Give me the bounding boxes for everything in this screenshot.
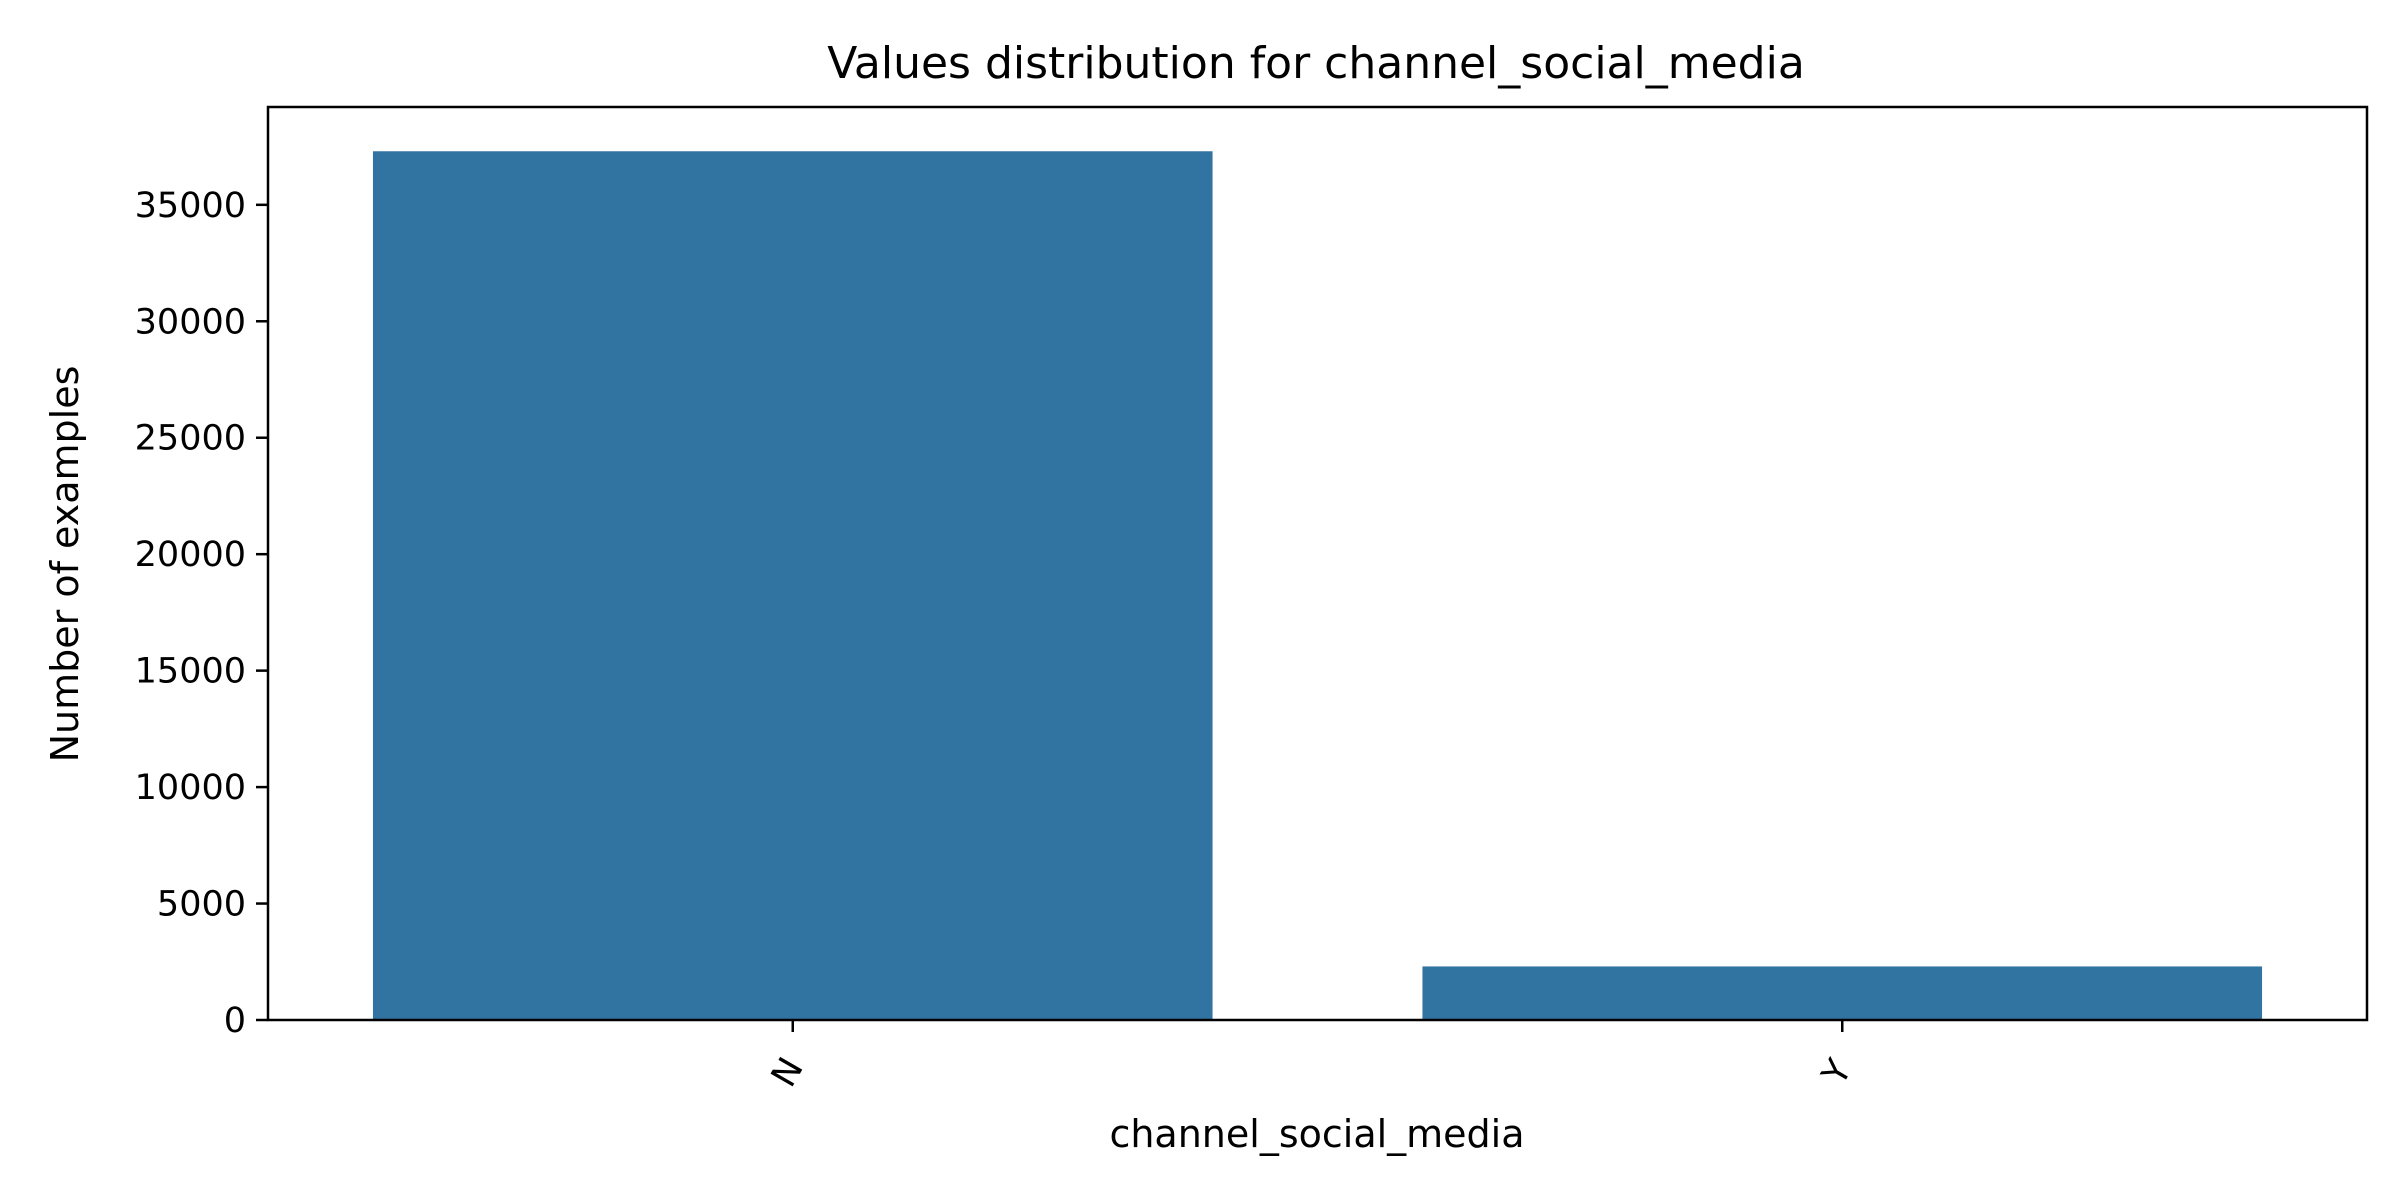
bars-group [372, 151, 2263, 1020]
y-tick-label: 5000 [157, 885, 246, 925]
bar-y [1422, 966, 2263, 1020]
y-tick-label: 35000 [135, 186, 246, 226]
y-tick-label: 20000 [135, 535, 246, 575]
x-tick-label: Y [1814, 1053, 1860, 1093]
y-axis: 0 5000 10000 15000 20000 25000 30000 35000 [135, 186, 268, 1041]
y-tick-label: 0 [224, 1001, 246, 1041]
x-axis-label: channel_social_media [1109, 1112, 1524, 1156]
chart-title: Values distribution for channel_social_m… [827, 38, 1805, 89]
y-tick-label: 25000 [135, 419, 246, 459]
bar-n [372, 151, 1213, 1020]
x-tick-label: N [764, 1051, 812, 1094]
y-axis-label: Number of examples [43, 366, 87, 763]
plot-frame [266, 105, 2369, 1022]
y-tick-label: 15000 [135, 652, 246, 692]
y-tick-label: 10000 [135, 768, 246, 808]
y-tick-label: 30000 [135, 302, 246, 342]
